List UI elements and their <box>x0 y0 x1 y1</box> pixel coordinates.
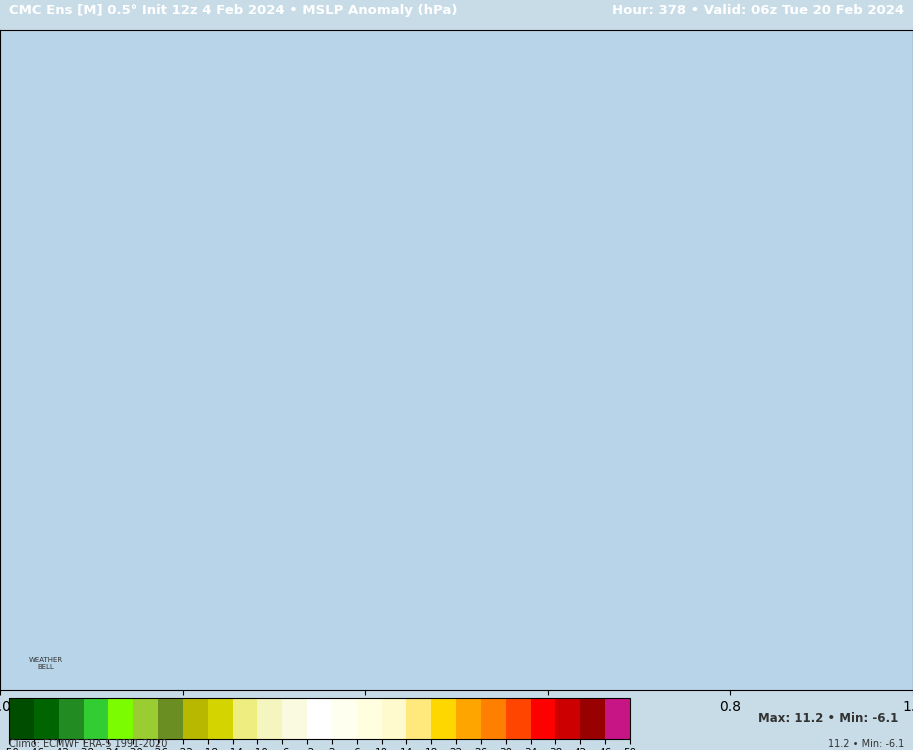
Text: 11.2 • Min: -6.1: 11.2 • Min: -6.1 <box>827 740 904 749</box>
Text: Climo: ECMWF ERA-5 1991-2020: Climo: ECMWF ERA-5 1991-2020 <box>9 740 167 749</box>
Text: CMC Ens [M] 0.5° Init 12z 4 Feb 2024 • MSLP Anomaly (hPa): CMC Ens [M] 0.5° Init 12z 4 Feb 2024 • M… <box>9 4 457 16</box>
Text: WEATHER
BELL: WEATHER BELL <box>28 657 63 670</box>
Text: Max: 11.2 • Min: -6.1: Max: 11.2 • Min: -6.1 <box>759 712 898 724</box>
Text: Hour: 378 • Valid: 06z Tue 20 Feb 2024: Hour: 378 • Valid: 06z Tue 20 Feb 2024 <box>612 4 904 16</box>
